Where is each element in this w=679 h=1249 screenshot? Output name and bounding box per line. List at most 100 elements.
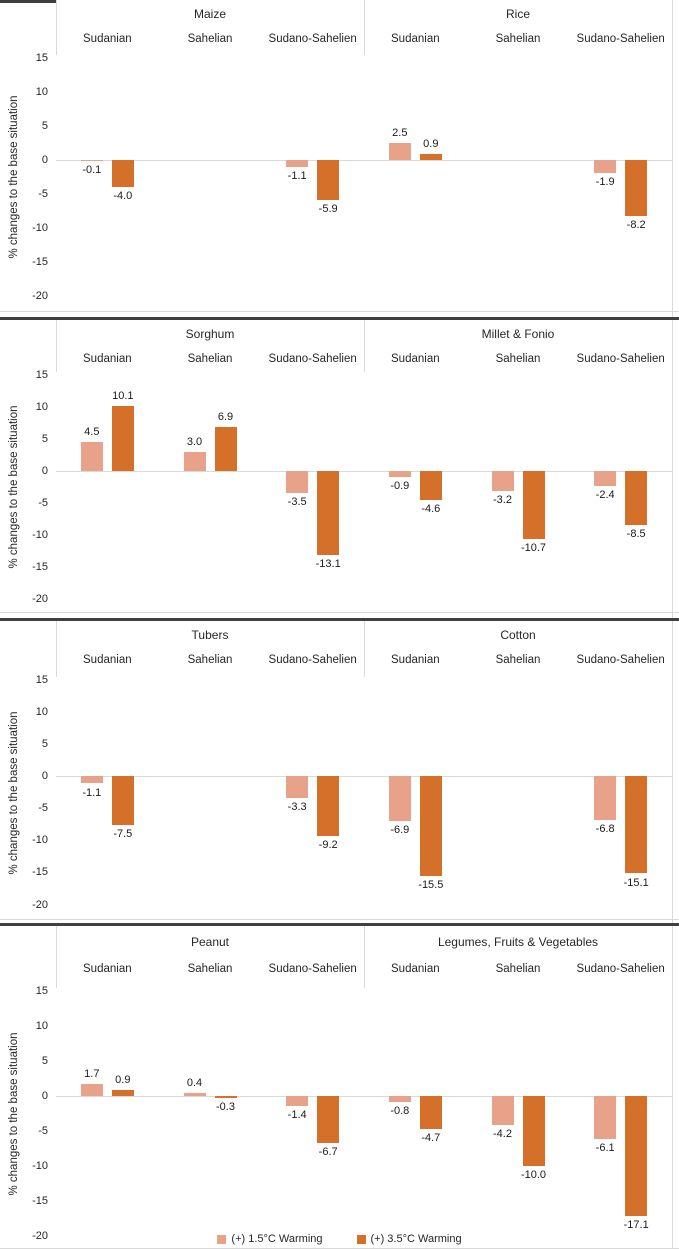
bar-sorghum-sudanian-3-5-c-warming (111, 406, 134, 471)
bar-value-legumes-fruits-vegetables-sahelian-3-5-c-warming: -10.0 (520, 1169, 547, 1181)
crop-title-peanut: Peanut (190, 935, 230, 949)
bar-rice-sudanian-3-5-c-warming (419, 153, 442, 160)
y-tick-0: 0 (41, 769, 48, 782)
region-label-peanut-sahelian: Sahelian (187, 963, 233, 975)
region-label-cotton-sudano-sahelien: Sudano-Sahelien (576, 654, 665, 666)
bar-value-millet-fonio-sudano-sahelien-3-5-c-warming: -8.5 (626, 528, 646, 541)
bar-value-millet-fonio-sudanian-3-5-c-warming: -4.6 (421, 503, 441, 516)
y-axis-title: % changes to the base situation (8, 405, 20, 569)
zero-gridline (56, 471, 672, 472)
header-divider-middle (364, 621, 365, 677)
region-label-sorghum-sudanian: Sudanian (83, 353, 132, 365)
bar-rice-sudano-sahelien-3-5-c-warming (625, 160, 648, 216)
bar-sorghum-sudano-sahelien-1-5-c-warming (286, 471, 309, 494)
header-divider-middle (364, 320, 365, 372)
region-label-legumes-fruits-vegetables-sudano-sahelien: Sudano-Sahelien (576, 963, 665, 975)
region-label-millet-fonio-sudanian: Sudanian (391, 353, 440, 365)
legend-item-1-5c-warming: (+) 1.5°C Warming (217, 1233, 323, 1245)
bar-value-peanut-sudanian-1-5-c-warming: 1.7 (84, 1068, 100, 1081)
y-tick-0: 0 (41, 1089, 48, 1102)
panel-separator-1 (0, 317, 679, 320)
bar-legumes-fruits-vegetables-sahelian-1-5-c-warming (491, 1096, 514, 1126)
bar-value-tubers-sudanian-1-5-c-warming: -1.1 (82, 786, 102, 799)
region-label-sorghum-sudano-sahelien: Sudano-Sahelien (268, 353, 357, 365)
bar-maize-sudano-sahelien-1-5-c-warming (286, 160, 309, 168)
bar-value-millet-fonio-sudanian-1-5-c-warming: -0.9 (390, 479, 410, 492)
y-tick--20: -20 (32, 289, 48, 302)
bar-cotton-sudano-sahelien-3-5-c-warming (625, 776, 648, 874)
legend-label-3-5c: (+) 3.5°C Warming (370, 1233, 462, 1245)
y-axis-title: % changes to the base situation (8, 1031, 20, 1196)
bar-rice-sudanian-1-5-c-warming (388, 143, 411, 160)
crop-title-cotton: Cotton (500, 628, 536, 642)
bar-millet-fonio-sahelian-3-5-c-warming (522, 471, 545, 540)
bar-value-legumes-fruits-vegetables-sudanian-3-5-c-warming: -4.7 (421, 1131, 441, 1144)
crop-title-tubers: Tubers (191, 628, 229, 642)
bar-peanut-sudano-sahelien-1-5-c-warming (286, 1096, 309, 1106)
region-label-tubers-sudano-sahelien: Sudano-Sahelien (268, 654, 357, 666)
y-tick-0: 0 (41, 464, 48, 477)
bar-legumes-fruits-vegetables-sudanian-3-5-c-warming (419, 1096, 442, 1129)
y-tick-15: 15 (35, 673, 48, 686)
chart-panel-maize-rice: Maize Rice Sudanian Sahelian Sudano-Sahelien… (0, 0, 679, 317)
bar-value-tubers-sudano-sahelien-1-5-c-warming: -3.3 (287, 800, 307, 813)
panel-right-border (672, 0, 673, 317)
bar-value-sorghum-sahelian-3-5-c-warming: 6.9 (217, 410, 234, 423)
panel-bottom-border (0, 612, 679, 613)
bar-maize-sudanian-1-5-c-warming (80, 160, 103, 161)
y-tick--10: -10 (32, 528, 48, 541)
y-tick-10: 10 (35, 1019, 48, 1032)
bar-legumes-fruits-vegetables-sudano-sahelien-1-5-c-warming (594, 1096, 617, 1139)
panel-right-border (672, 320, 673, 618)
region-label-sorghum-sahelian: Sahelian (187, 353, 233, 365)
header-divider-left (56, 926, 57, 988)
crop-title-sorghum: Sorghum (185, 327, 235, 341)
bar-value-peanut-sahelian-3-5-c-warming: -0.3 (216, 1101, 235, 1114)
header-divider-left (56, 621, 57, 677)
y-tick-10: 10 (35, 705, 48, 718)
bar-value-cotton-sudanian-3-5-c-warming: -15.5 (418, 879, 444, 892)
crop-title-millet-fonio: Millet & Fonio (481, 327, 555, 341)
y-tick--15: -15 (32, 1194, 48, 1207)
bar-value-maize-sudanian-3-5-c-warming: -4.0 (113, 190, 133, 203)
bar-value-rice-sudano-sahelien-1-5-c-warming: -1.9 (595, 175, 615, 188)
panel-bottom-border (0, 919, 679, 920)
bar-sorghum-sahelian-1-5-c-warming (183, 451, 206, 471)
region-label-legumes-fruits-vegetables-sudanian: Sudanian (391, 963, 440, 975)
bar-value-sorghum-sudano-sahelien-1-5-c-warming: -3.5 (287, 496, 307, 509)
bar-peanut-sudanian-3-5-c-warming (111, 1089, 134, 1096)
bar-value-legumes-fruits-vegetables-sudano-sahelien-1-5-c-warming: -6.1 (595, 1141, 615, 1154)
bar-value-millet-fonio-sudano-sahelien-1-5-c-warming: -2.4 (595, 489, 615, 502)
y-tick-5: 5 (41, 432, 48, 445)
bar-value-maize-sudano-sahelien-1-5-c-warming: -1.1 (287, 170, 307, 183)
y-tick--10: -10 (32, 1159, 48, 1172)
y-tick--20: -20 (32, 898, 48, 911)
bar-peanut-sahelian-1-5-c-warming (183, 1093, 206, 1096)
header-divider-left (56, 320, 57, 372)
y-tick-0: 0 (41, 153, 48, 166)
legend-item-3-5c-warming: (+) 3.5°C Warming (356, 1233, 462, 1245)
bar-millet-fonio-sudanian-1-5-c-warming (388, 471, 411, 477)
bar-millet-fonio-sudano-sahelien-3-5-c-warming (625, 471, 648, 526)
y-tick--5: -5 (38, 802, 48, 815)
y-tick--5: -5 (38, 1124, 48, 1137)
bar-value-legumes-fruits-vegetables-sudanian-1-5-c-warming: -0.8 (390, 1104, 410, 1117)
bar-sorghum-sudano-sahelien-3-5-c-warming (317, 471, 340, 555)
region-label-millet-fonio-sudano-sahelien: Sudano-Sahelien (576, 353, 665, 365)
zero-gridline (56, 1096, 672, 1097)
y-tick--10: -10 (32, 221, 48, 234)
y-tick--20: -20 (32, 592, 48, 605)
bar-value-peanut-sudano-sahelien-1-5-c-warming: -1.4 (287, 1108, 307, 1121)
region-label-tubers-sudanian: Sudanian (83, 654, 132, 666)
bar-maize-sudano-sahelien-3-5-c-warming (317, 160, 340, 201)
bar-value-cotton-sudano-sahelien-1-5-c-warming: -6.8 (595, 823, 615, 836)
bar-tubers-sudanian-3-5-c-warming (111, 776, 134, 825)
region-label-legumes-fruits-vegetables-sahelian: Sahelian (495, 963, 541, 975)
bar-tubers-sudanian-1-5-c-warming (80, 776, 103, 784)
bar-value-peanut-sudano-sahelien-3-5-c-warming: -6.7 (318, 1145, 338, 1158)
bar-legumes-fruits-vegetables-sudano-sahelien-3-5-c-warming (625, 1096, 648, 1216)
zero-gridline (56, 776, 672, 777)
y-tick-15: 15 (35, 51, 48, 64)
crop-title-legumes-fruits-vegetables: Legumes, Fruits & Vegetables (437, 935, 599, 949)
